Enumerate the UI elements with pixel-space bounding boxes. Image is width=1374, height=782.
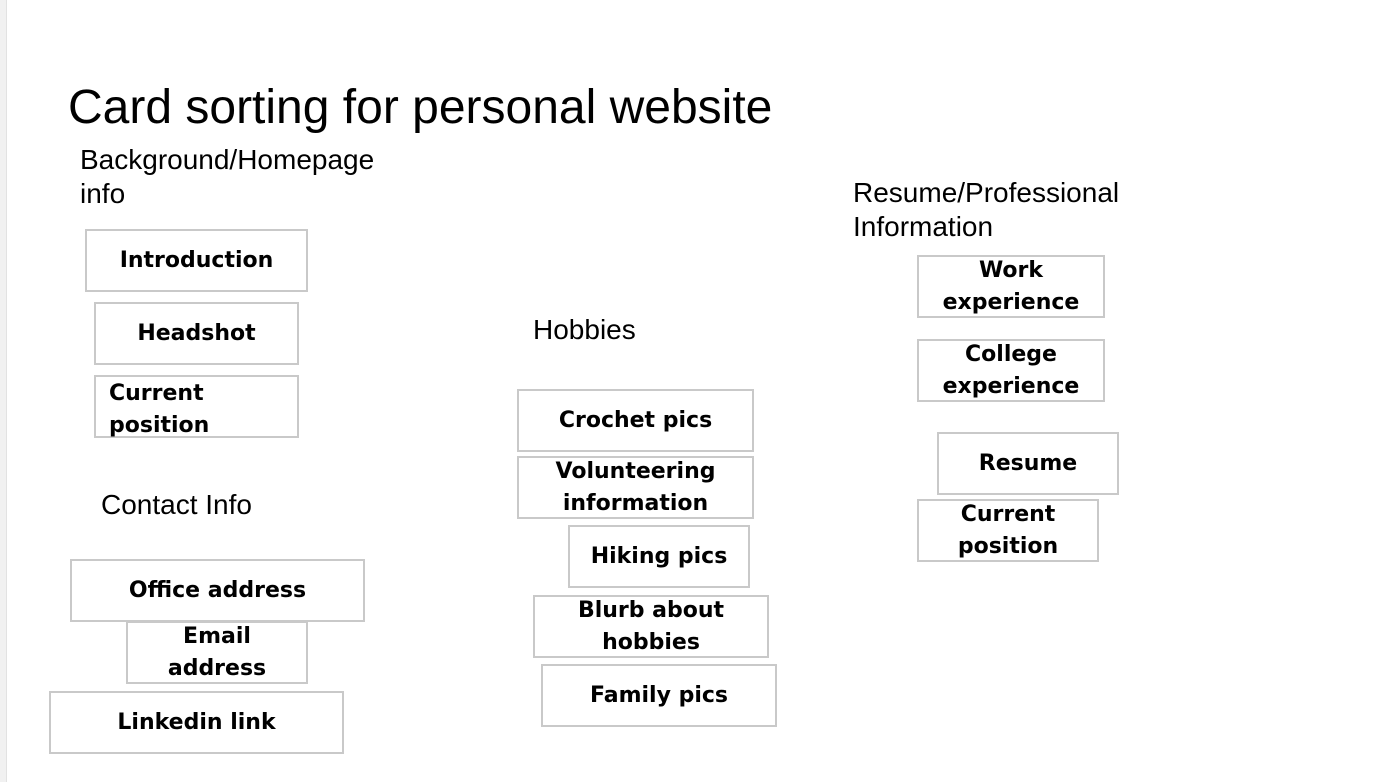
group-heading-hobbies: Hobbies	[533, 314, 636, 345]
card-resume[interactable]: Resume	[937, 432, 1119, 495]
card-email-address[interactable]: Email address	[126, 621, 308, 684]
card-headshot[interactable]: Headshot	[94, 302, 299, 365]
card-current-position[interactable]: Current position	[94, 375, 299, 438]
group-heading-resume: Resume/Professional Information	[853, 177, 1120, 242]
card-current-position-resume[interactable]: Current position	[917, 499, 1099, 562]
card-volunteering-information[interactable]: Volunteering information	[517, 456, 754, 519]
card-hiking-pics[interactable]: Hiking pics	[568, 525, 750, 588]
card-blurb-about-hobbies[interactable]: Blurb about hobbies	[533, 595, 769, 658]
card-crochet-pics[interactable]: Crochet pics	[517, 389, 754, 452]
card-office-address[interactable]: Office address	[70, 559, 365, 622]
slide-left-edge	[0, 0, 7, 782]
slide-title: Card sorting for personal website	[68, 81, 773, 134]
group-heading-background: Background/Homepage info	[80, 144, 375, 209]
card-college-experience[interactable]: College experience	[917, 339, 1105, 402]
group-heading-contact: Contact Info	[101, 489, 252, 520]
card-introduction[interactable]: Introduction	[85, 229, 308, 292]
card-family-pics[interactable]: Family pics	[541, 664, 777, 727]
card-linkedin-link[interactable]: Linkedin link	[49, 691, 344, 754]
card-work-experience[interactable]: Work experience	[917, 255, 1105, 318]
